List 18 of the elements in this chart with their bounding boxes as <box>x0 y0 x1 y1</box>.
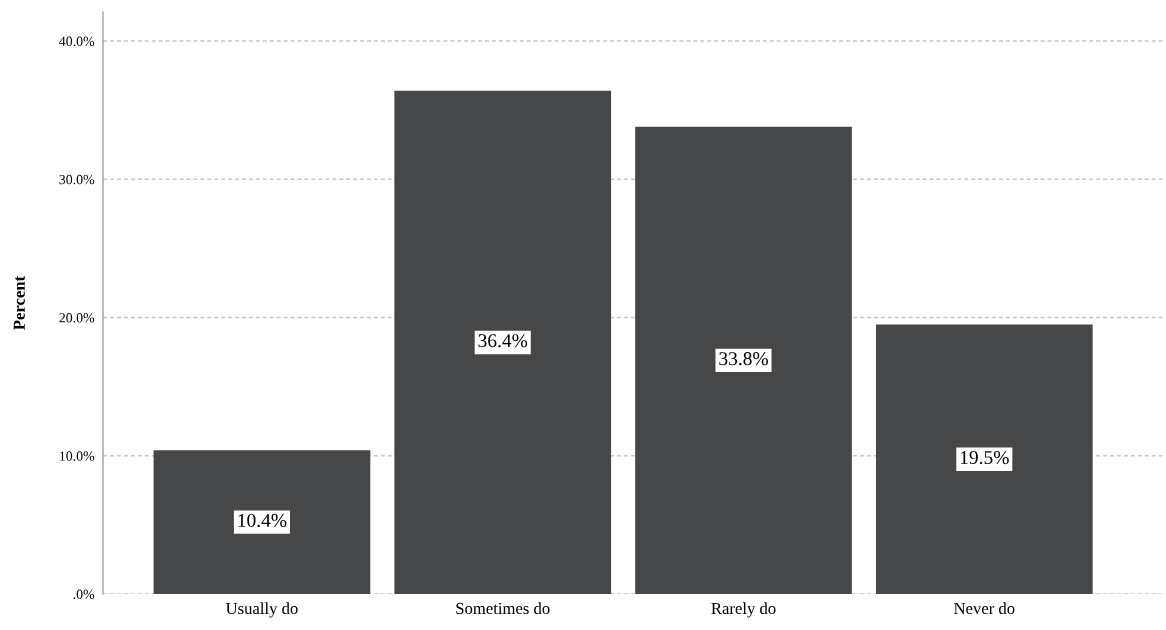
y-tick-label: 20.0% <box>59 313 95 323</box>
y-axis-title: Percent <box>13 275 25 330</box>
x-tick-label: Sometimes do <box>456 602 550 615</box>
y-tick-label: 10.0% <box>60 451 95 461</box>
bar <box>394 90 612 594</box>
y-tick-label: 40.0% <box>59 36 95 47</box>
data-label: 10.4% <box>238 513 287 528</box>
data-label: 36.4% <box>478 334 528 348</box>
x-tick-label: Rarely do <box>711 602 776 618</box>
bar <box>875 324 1093 594</box>
data-label: 33.8% <box>719 352 768 366</box>
y-tick-label: 30.0% <box>59 174 95 185</box>
data-label: 19.5% <box>960 450 1009 465</box>
x-tick-label: Usually do <box>225 602 298 618</box>
bar <box>153 450 371 594</box>
y-tick-label: .0% <box>73 589 95 600</box>
bar <box>635 126 852 594</box>
x-tick-label: Never do <box>954 602 1015 615</box>
